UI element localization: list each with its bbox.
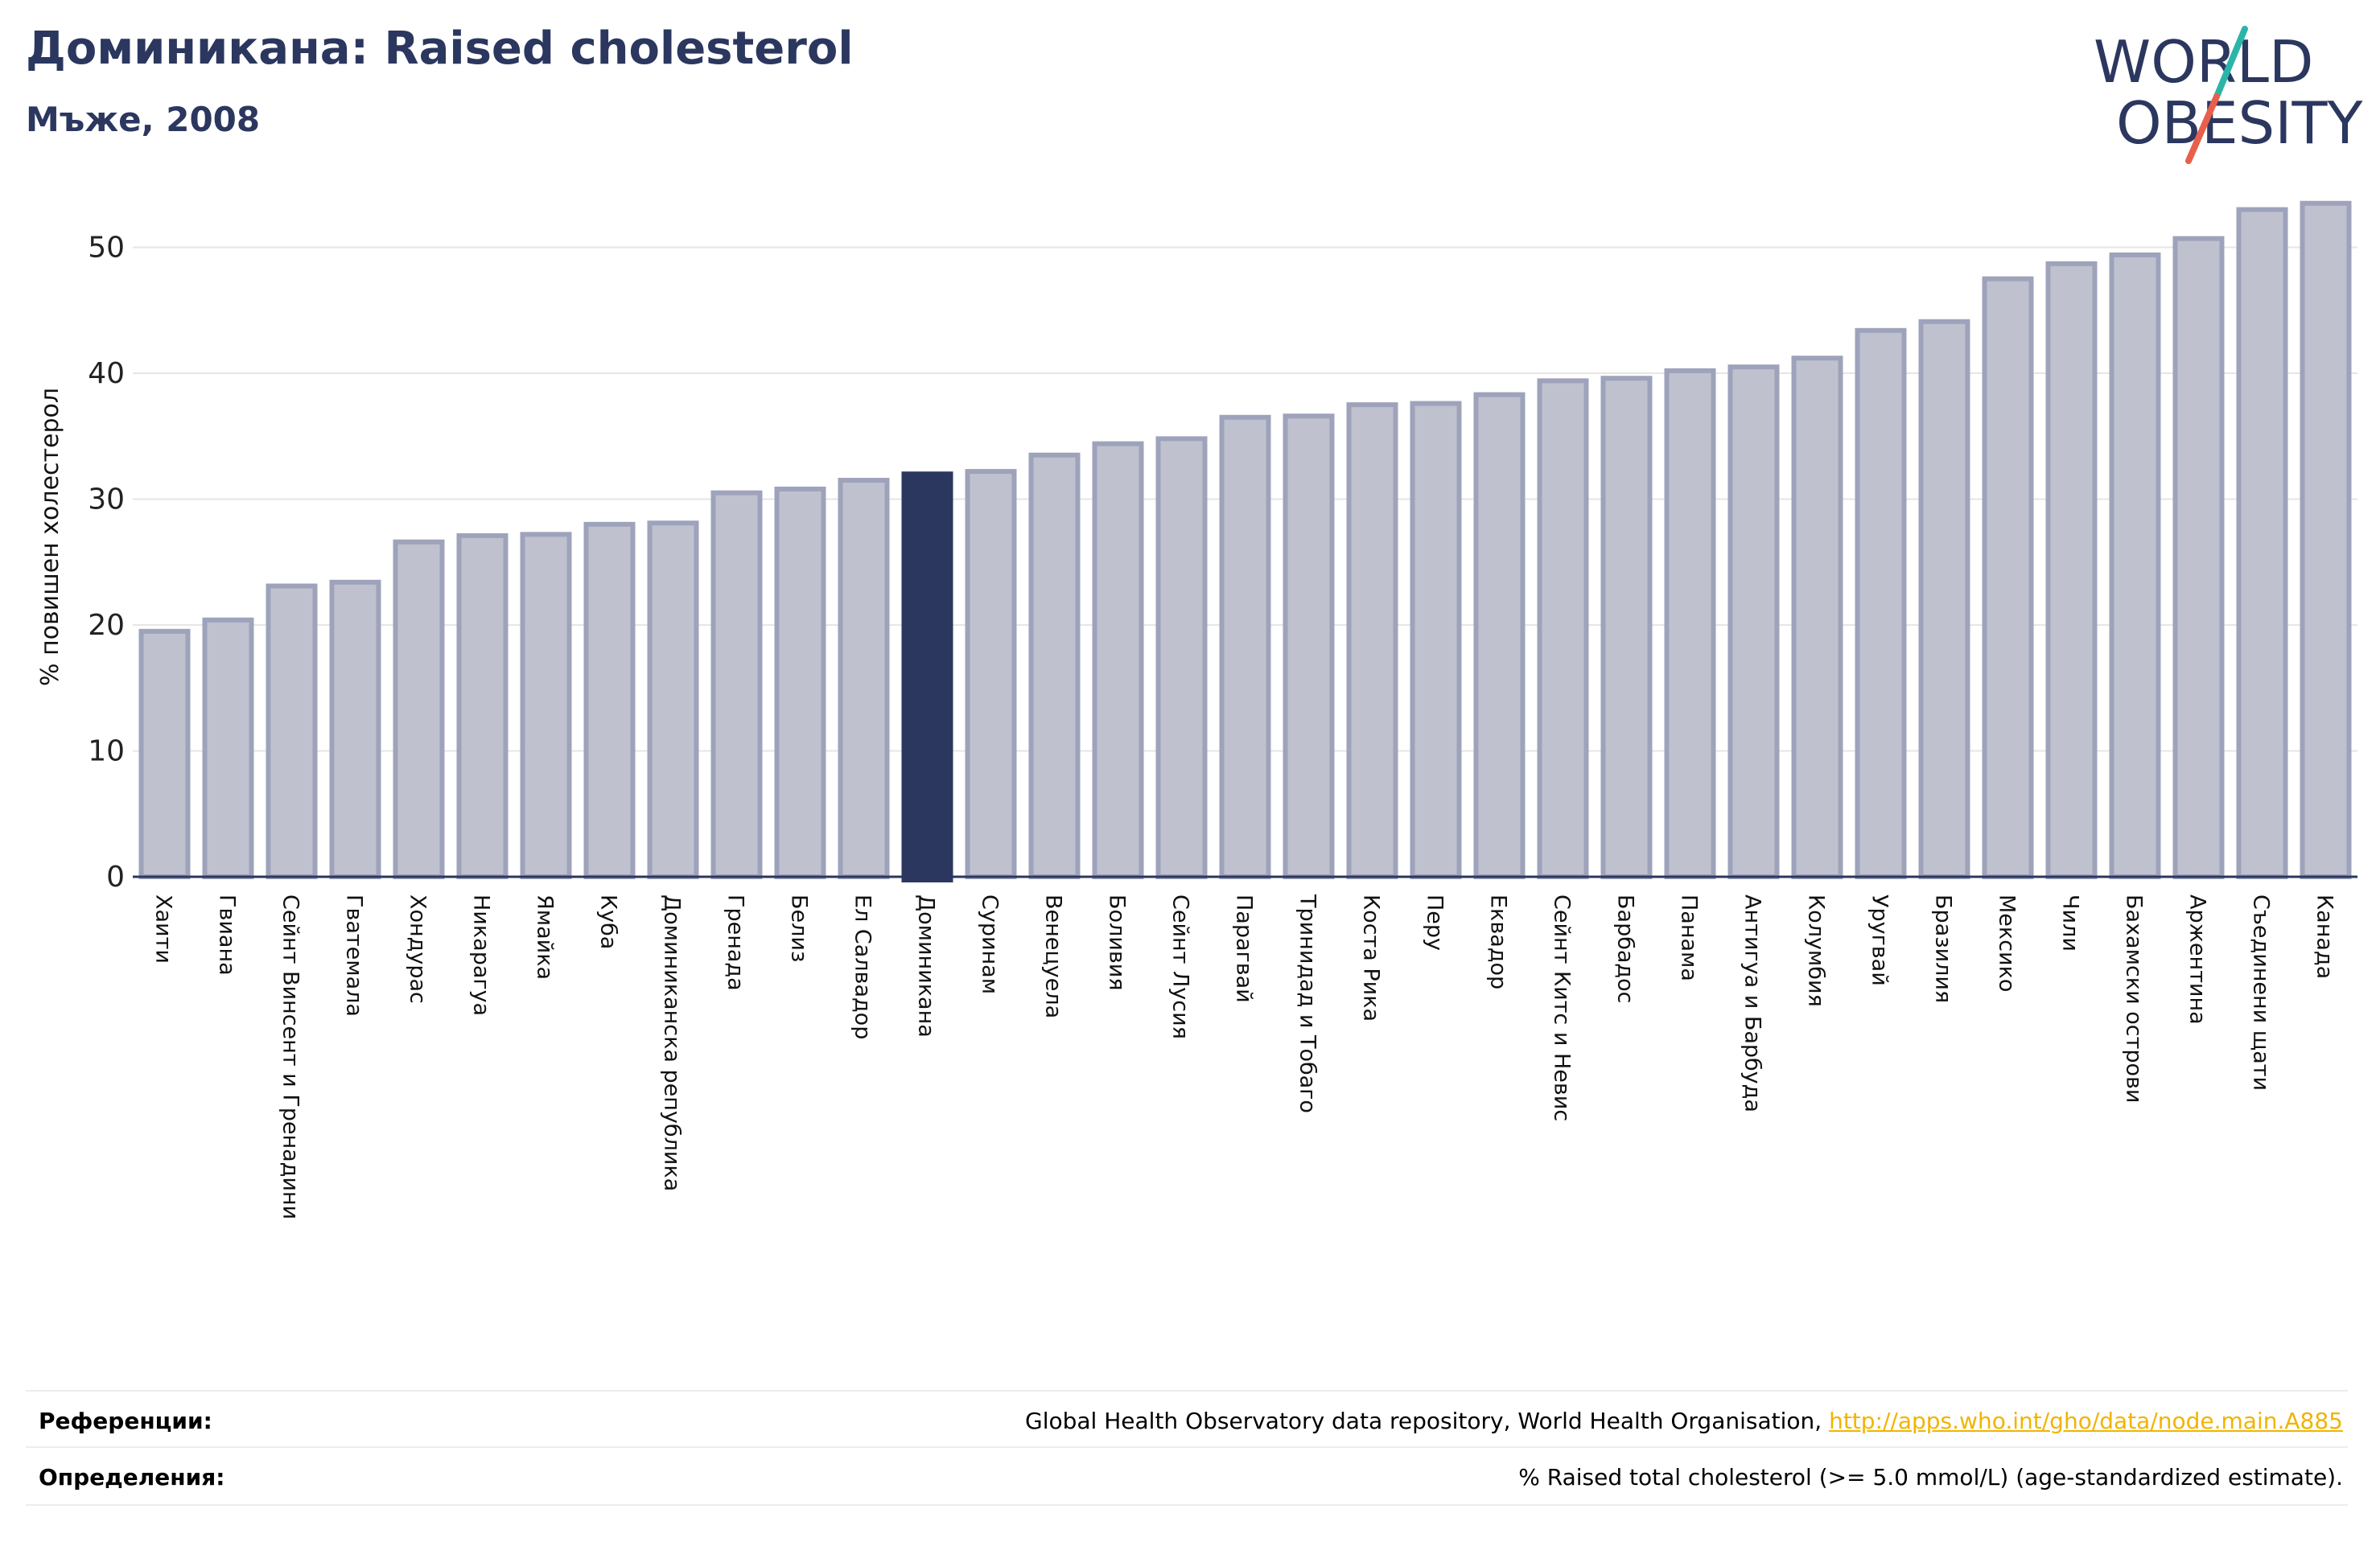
bar	[583, 521, 636, 879]
y-tick-label: 30	[88, 483, 125, 516]
bar	[456, 533, 509, 879]
bar	[838, 478, 890, 880]
x-tick-label: Никарагуа	[469, 894, 494, 1016]
bar	[1855, 327, 1907, 880]
references-link[interactable]: http://apps.who.int/gho/data/node.main.A…	[1829, 1408, 2343, 1434]
bar	[1092, 441, 1144, 879]
x-tick-label: Сейнт Винсент и Гренадини	[278, 894, 303, 1219]
references-text: Global Health Observatory data repositor…	[1025, 1408, 2343, 1434]
bar	[2109, 252, 2161, 879]
x-tick-label: Куба	[596, 894, 621, 949]
bar	[2236, 207, 2288, 879]
x-tick-label: Доминиканска република	[660, 894, 685, 1191]
bar	[1028, 452, 1081, 879]
x-tick-label: Сейнт Китс и Невис	[1550, 894, 1575, 1121]
x-tick-label: Доминикана	[914, 894, 939, 1038]
x-tick-label: Суринам	[978, 894, 1003, 994]
bar	[1918, 319, 1970, 879]
y-tick-label: 20	[88, 609, 125, 642]
bar	[1473, 392, 1526, 880]
chart-title: Доминикана: Raised cholesterol	[26, 23, 854, 75]
x-tick-label: Хаити	[151, 894, 176, 964]
references-source: Global Health Observatory data repositor…	[1025, 1408, 1830, 1434]
bar	[2045, 261, 2098, 880]
bar	[202, 617, 254, 879]
bar	[647, 520, 699, 879]
y-tick-label: 10	[88, 735, 125, 768]
bar	[1410, 401, 1462, 879]
x-tick-label: Хондурас	[406, 894, 430, 1004]
x-tick-label: Белиз	[787, 894, 812, 962]
logo-word-world: WORLD	[2094, 28, 2313, 96]
bar	[393, 539, 445, 880]
bar	[1791, 356, 1843, 880]
x-tick-label: Ел Салвадор	[850, 894, 875, 1039]
x-tick-label: Гватемала	[342, 894, 367, 1017]
x-tick-label: Чили	[2058, 894, 2083, 952]
x-tick-label: Еквадор	[1486, 894, 1511, 989]
y-tick-label: 50	[88, 232, 125, 265]
bar	[965, 469, 1017, 879]
bar	[1727, 364, 1780, 879]
references-row: Референции: Global Health Observatory da…	[26, 1390, 2348, 1448]
bar	[901, 471, 953, 882]
x-tick-label: Коста Рика	[1359, 894, 1384, 1022]
x-tick-label: Мексико	[1995, 894, 2020, 992]
x-tick-label: Венецуела	[1041, 894, 1066, 1018]
bar	[1664, 368, 1716, 879]
bar	[1155, 436, 1208, 879]
bar	[520, 532, 572, 879]
x-tick-label: Бразилия	[1931, 894, 1956, 1003]
x-tick-label: Боливия	[1105, 894, 1130, 991]
y-tick-label: 0	[106, 861, 125, 894]
bar	[1219, 414, 1271, 879]
x-tick-label: Барбадос	[1613, 894, 1638, 1003]
bar	[2300, 200, 2352, 880]
y-tick-label: 40	[88, 357, 125, 390]
x-tick-label: Съединени щати	[2249, 894, 2274, 1091]
bar	[138, 628, 191, 879]
references-label: Референции:	[39, 1408, 212, 1434]
bar	[774, 486, 826, 879]
x-tick-label: Бахамски острови	[2122, 894, 2147, 1103]
x-tick-label: Ямайка	[533, 894, 558, 980]
logo-word-obesity: OBESITY	[2116, 89, 2363, 157]
bar	[1600, 376, 1653, 879]
bar	[2172, 236, 2225, 880]
x-tick-label: Колумбия	[1804, 894, 1829, 1007]
x-tick-label: Гвиана	[215, 894, 240, 976]
x-tick-label: Аржентина	[2185, 894, 2210, 1025]
x-tick-label: Антигуа и Барбуда	[1740, 894, 1765, 1112]
logo-slash-red	[2185, 93, 2220, 164]
x-tick-label: Гренада	[723, 894, 748, 991]
bar	[1982, 276, 2034, 879]
x-tick-label: Тринидад и Тобаго	[1295, 894, 1320, 1113]
bar	[329, 579, 381, 879]
world-obesity-logo: WORLD OBESITY	[2094, 26, 2363, 164]
definitions-row: Определения: % Raised total cholesterol …	[26, 1446, 2348, 1506]
chart-subtitle: Мъже, 2008	[26, 100, 261, 139]
definitions-label: Определения:	[39, 1464, 225, 1491]
definitions-text: % Raised total cholesterol (>= 5.0 mmol/…	[1518, 1464, 2343, 1491]
x-tick-label: Перу	[1423, 894, 1447, 951]
x-tick-label: Панама	[1677, 894, 1702, 981]
bar	[266, 583, 318, 879]
x-tick-label: Уругвай	[1867, 894, 1892, 986]
bar	[1537, 378, 1589, 879]
y-axis-label: % повишен холестерол	[36, 388, 64, 686]
bar-chart: 0 10 20 30 40 50 % повишен холестерол Хаити Гвиа…	[36, 200, 2357, 1219]
x-tick-label: Канада	[2312, 894, 2337, 979]
bar	[1346, 402, 1398, 879]
logo-slash-teal	[2213, 26, 2248, 100]
bar	[1283, 413, 1335, 879]
x-tick-label: Парагвай	[1232, 894, 1257, 1003]
bar	[710, 490, 763, 879]
x-tick-label: Сейнт Лусия	[1168, 894, 1193, 1039]
